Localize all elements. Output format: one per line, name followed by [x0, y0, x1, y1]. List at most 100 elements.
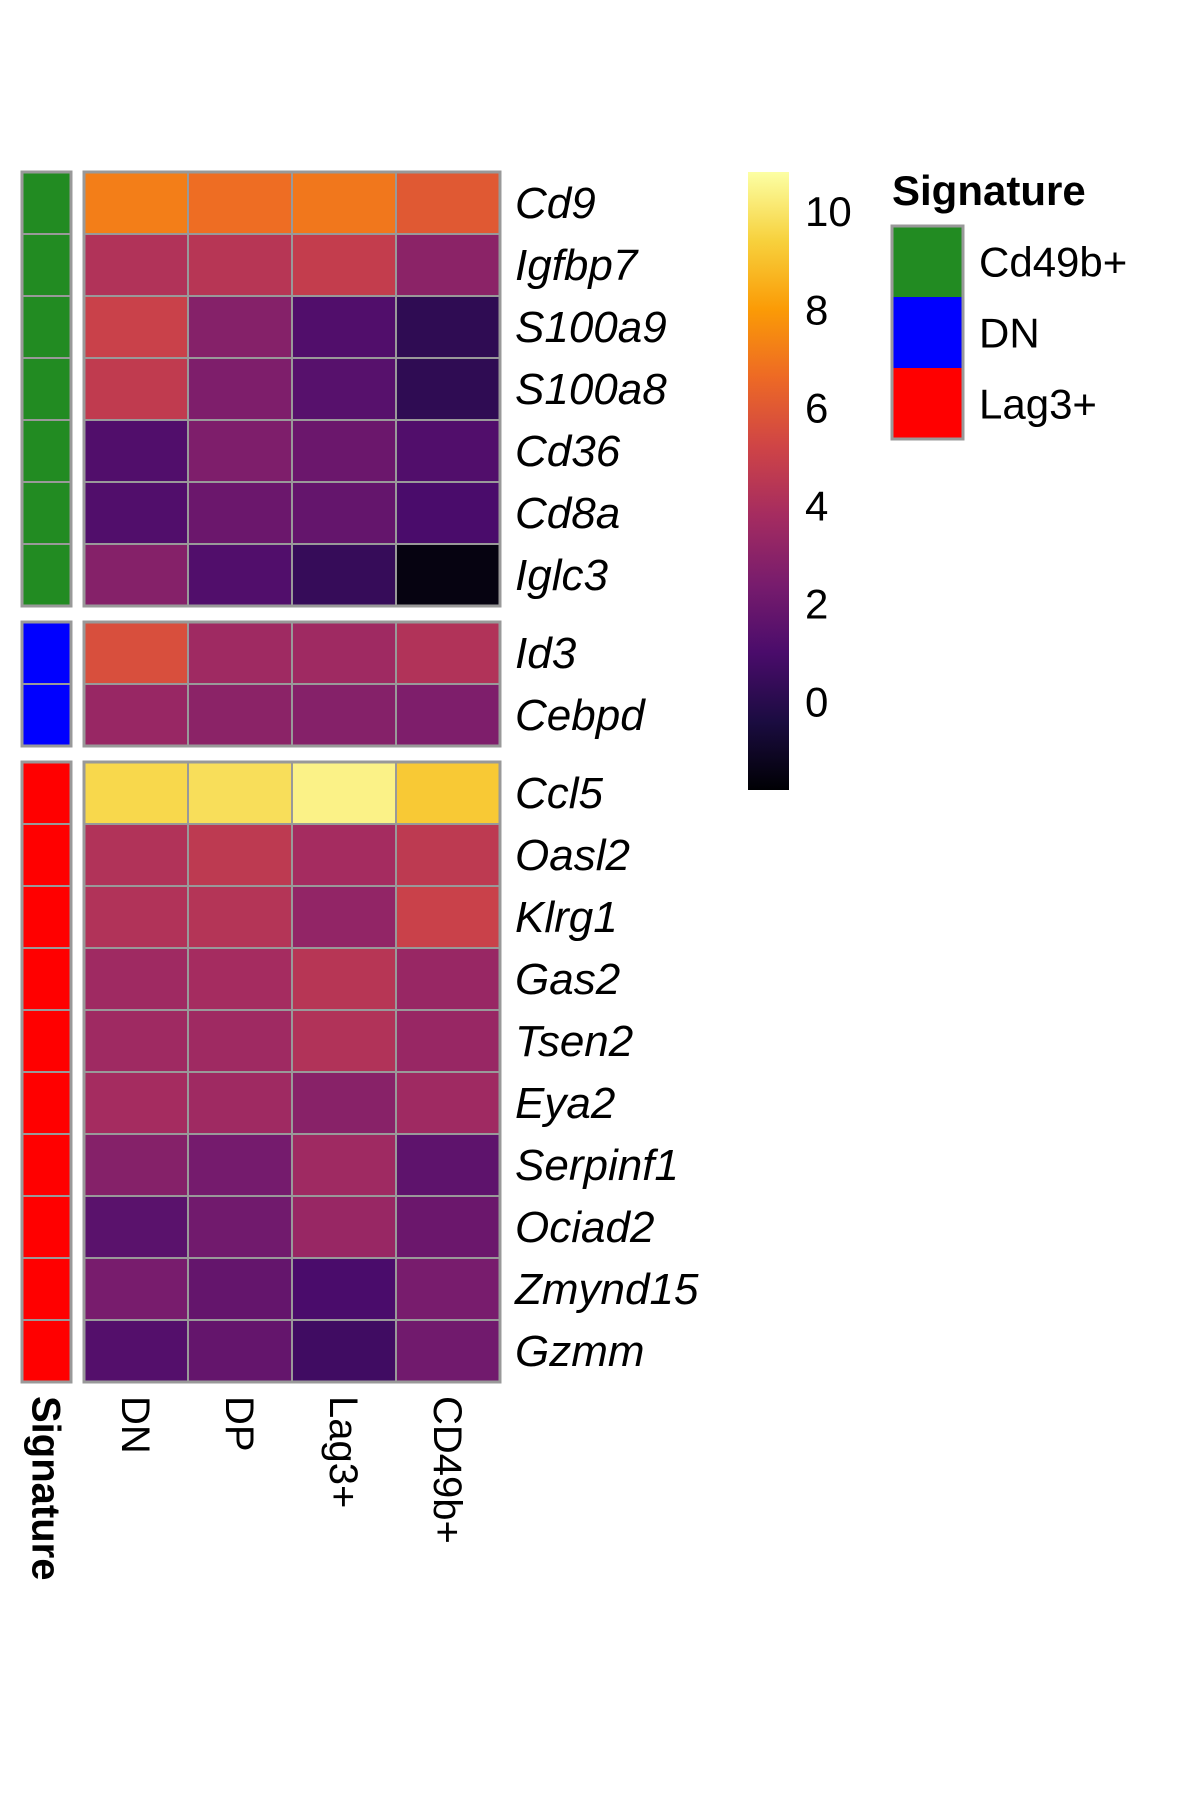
- heat-cell-cebpd-lag3-pos: [291, 683, 397, 747]
- column-label-cd49b-pos: CD49b+: [425, 1396, 469, 1544]
- heat-cell-serpinf1-lag3-pos: [291, 1133, 397, 1197]
- heat-cell-id3-dp: [187, 621, 293, 685]
- row-tsen2: Tsen2: [21, 1009, 633, 1073]
- heat-cell-cd9-dn: [83, 171, 189, 235]
- heat-cell-gzmm-dp: [187, 1319, 293, 1383]
- row-oasl2: Oasl2: [21, 823, 630, 887]
- gene-label-cd9: Cd9: [515, 179, 596, 228]
- legend-swatch: [892, 226, 963, 297]
- gene-label-oasl2: Oasl2: [515, 831, 630, 880]
- heat-cell-s100a9-dp: [187, 295, 293, 359]
- colorbar-tick-8: 8: [805, 286, 828, 333]
- heat-cell-oasl2-lag3-pos: [291, 823, 397, 887]
- heat-cell-ociad2-dp: [187, 1195, 293, 1259]
- heat-cell-s100a9-cd49b-pos: [395, 295, 501, 359]
- heat-cell-zmynd15-lag3-pos: [291, 1257, 397, 1321]
- heat-cell-ociad2-dn: [83, 1195, 189, 1259]
- heat-cell-tsen2-dp: [187, 1009, 293, 1073]
- heat-cell-igfbp7-dp: [187, 233, 293, 297]
- signature-cell: [21, 1257, 72, 1321]
- heat-cell-ociad2-lag3-pos: [291, 1195, 397, 1259]
- gene-label-id3: Id3: [515, 629, 577, 678]
- gene-label-eya2: Eya2: [515, 1079, 615, 1128]
- colorbar: 0 2 4 6 8 10: [748, 172, 852, 790]
- heat-cell-igfbp7-dn: [83, 233, 189, 297]
- gene-label-gzmm: Gzmm: [515, 1327, 645, 1376]
- heat-cell-eya2-dn: [83, 1071, 189, 1135]
- gene-label-cd8a: Cd8a: [515, 489, 620, 538]
- heat-cell-tsen2-cd49b-pos: [395, 1009, 501, 1073]
- group-lag3-pos: Ccl5 Oasl2 Klrg1 Gas2 Tsen2 Eya2 Serpinf1 Ociad…: [20, 760, 699, 1384]
- heat-cell-cd9-cd49b-pos: [395, 171, 501, 235]
- heatmap-layer: Cd9 Igfbp7 S100a9 S100a8 Cd36 Cd8a Iglc3 Id3 Ceb…: [20, 170, 699, 1580]
- gene-label-tsen2: Tsen2: [515, 1017, 633, 1066]
- heat-cell-cebpd-dp: [187, 683, 293, 747]
- colorbar-tick-4: 4: [805, 483, 828, 530]
- legend-label: Cd49b+: [979, 239, 1127, 286]
- heat-cell-s100a9-dn: [83, 295, 189, 359]
- gene-label-igfbp7: Igfbp7: [515, 241, 639, 290]
- heat-cell-klrg1-cd49b-pos: [395, 885, 501, 949]
- heat-cell-cd8a-lag3-pos: [291, 481, 397, 545]
- signature-cell: [21, 419, 72, 483]
- legend-swatch: [892, 297, 963, 368]
- signature-cell: [21, 171, 72, 235]
- signature-cell: [21, 823, 72, 887]
- row-cd36: Cd36: [21, 419, 621, 483]
- row-gas2: Gas2: [21, 947, 620, 1011]
- colorbar-tick-10: 10: [805, 188, 852, 235]
- heat-cell-zmynd15-dn: [83, 1257, 189, 1321]
- legend-item-lag3-pos: Lag3+: [892, 368, 1097, 439]
- heat-cell-gas2-cd49b-pos: [395, 947, 501, 1011]
- heat-cell-tsen2-dn: [83, 1009, 189, 1073]
- row-s100a9: S100a9: [21, 295, 667, 359]
- heatmap-block-border: [82, 620, 502, 748]
- gene-label-iglc3: Iglc3: [515, 551, 608, 600]
- signature-cell: [21, 1133, 72, 1197]
- heat-cell-cd36-lag3-pos: [291, 419, 397, 483]
- row-serpinf1: Serpinf1: [21, 1133, 679, 1197]
- group-cd49b-pos: Cd9 Igfbp7 S100a9 S100a8 Cd36 Cd8a Iglc3: [20, 170, 667, 608]
- heat-cell-cebpd-dn: [83, 683, 189, 747]
- row-gzmm: Gzmm: [21, 1319, 645, 1383]
- row-eya2: Eya2: [21, 1071, 615, 1135]
- colorbar-tick-0: 0: [805, 679, 828, 726]
- legend-title: Signature: [892, 167, 1086, 214]
- heatmap-block-border: [82, 170, 502, 608]
- row-klrg1: Klrg1: [21, 885, 618, 949]
- signature-block-border: [20, 760, 73, 1384]
- heat-cell-gzmm-dn: [83, 1319, 189, 1383]
- group-dn: Id3 Cebpd: [20, 620, 646, 748]
- heat-cell-s100a8-lag3-pos: [291, 357, 397, 421]
- colorbar-gradient: [748, 172, 789, 790]
- gene-label-gas2: Gas2: [515, 955, 620, 1004]
- legend-item-dn: DN: [892, 297, 1040, 368]
- row-id3: Id3: [21, 621, 577, 685]
- heat-cell-klrg1-dn: [83, 885, 189, 949]
- heat-cell-iglc3-cd49b-pos: [395, 543, 501, 607]
- colorbar-tick-2: 2: [805, 581, 828, 628]
- heat-cell-tsen2-lag3-pos: [291, 1009, 397, 1073]
- heat-cell-serpinf1-cd49b-pos: [395, 1133, 501, 1197]
- heat-cell-cd8a-dn: [83, 481, 189, 545]
- heat-cell-igfbp7-cd49b-pos: [395, 233, 501, 297]
- legend-label: Lag3+: [979, 381, 1097, 428]
- signature-cell: [21, 543, 72, 607]
- signature-cell: [21, 295, 72, 359]
- column-label-lag3-pos: Lag3+: [321, 1396, 365, 1508]
- heat-cell-cd9-lag3-pos: [291, 171, 397, 235]
- row-s100a8: S100a8: [21, 357, 667, 421]
- heat-cell-id3-lag3-pos: [291, 621, 397, 685]
- signature-cell: [21, 1319, 72, 1383]
- heat-cell-iglc3-lag3-pos: [291, 543, 397, 607]
- column-label-dn: DN: [113, 1396, 157, 1454]
- gene-label-ccl5: Ccl5: [515, 769, 604, 818]
- heat-cell-ociad2-cd49b-pos: [395, 1195, 501, 1259]
- heat-cell-igfbp7-lag3-pos: [291, 233, 397, 297]
- heat-cell-ccl5-cd49b-pos: [395, 761, 501, 825]
- legend-label: DN: [979, 310, 1040, 357]
- heat-cell-gzmm-lag3-pos: [291, 1319, 397, 1383]
- heat-cell-klrg1-lag3-pos: [291, 885, 397, 949]
- heat-cell-cd36-dn: [83, 419, 189, 483]
- signature-axis-label: Signature: [24, 1396, 68, 1580]
